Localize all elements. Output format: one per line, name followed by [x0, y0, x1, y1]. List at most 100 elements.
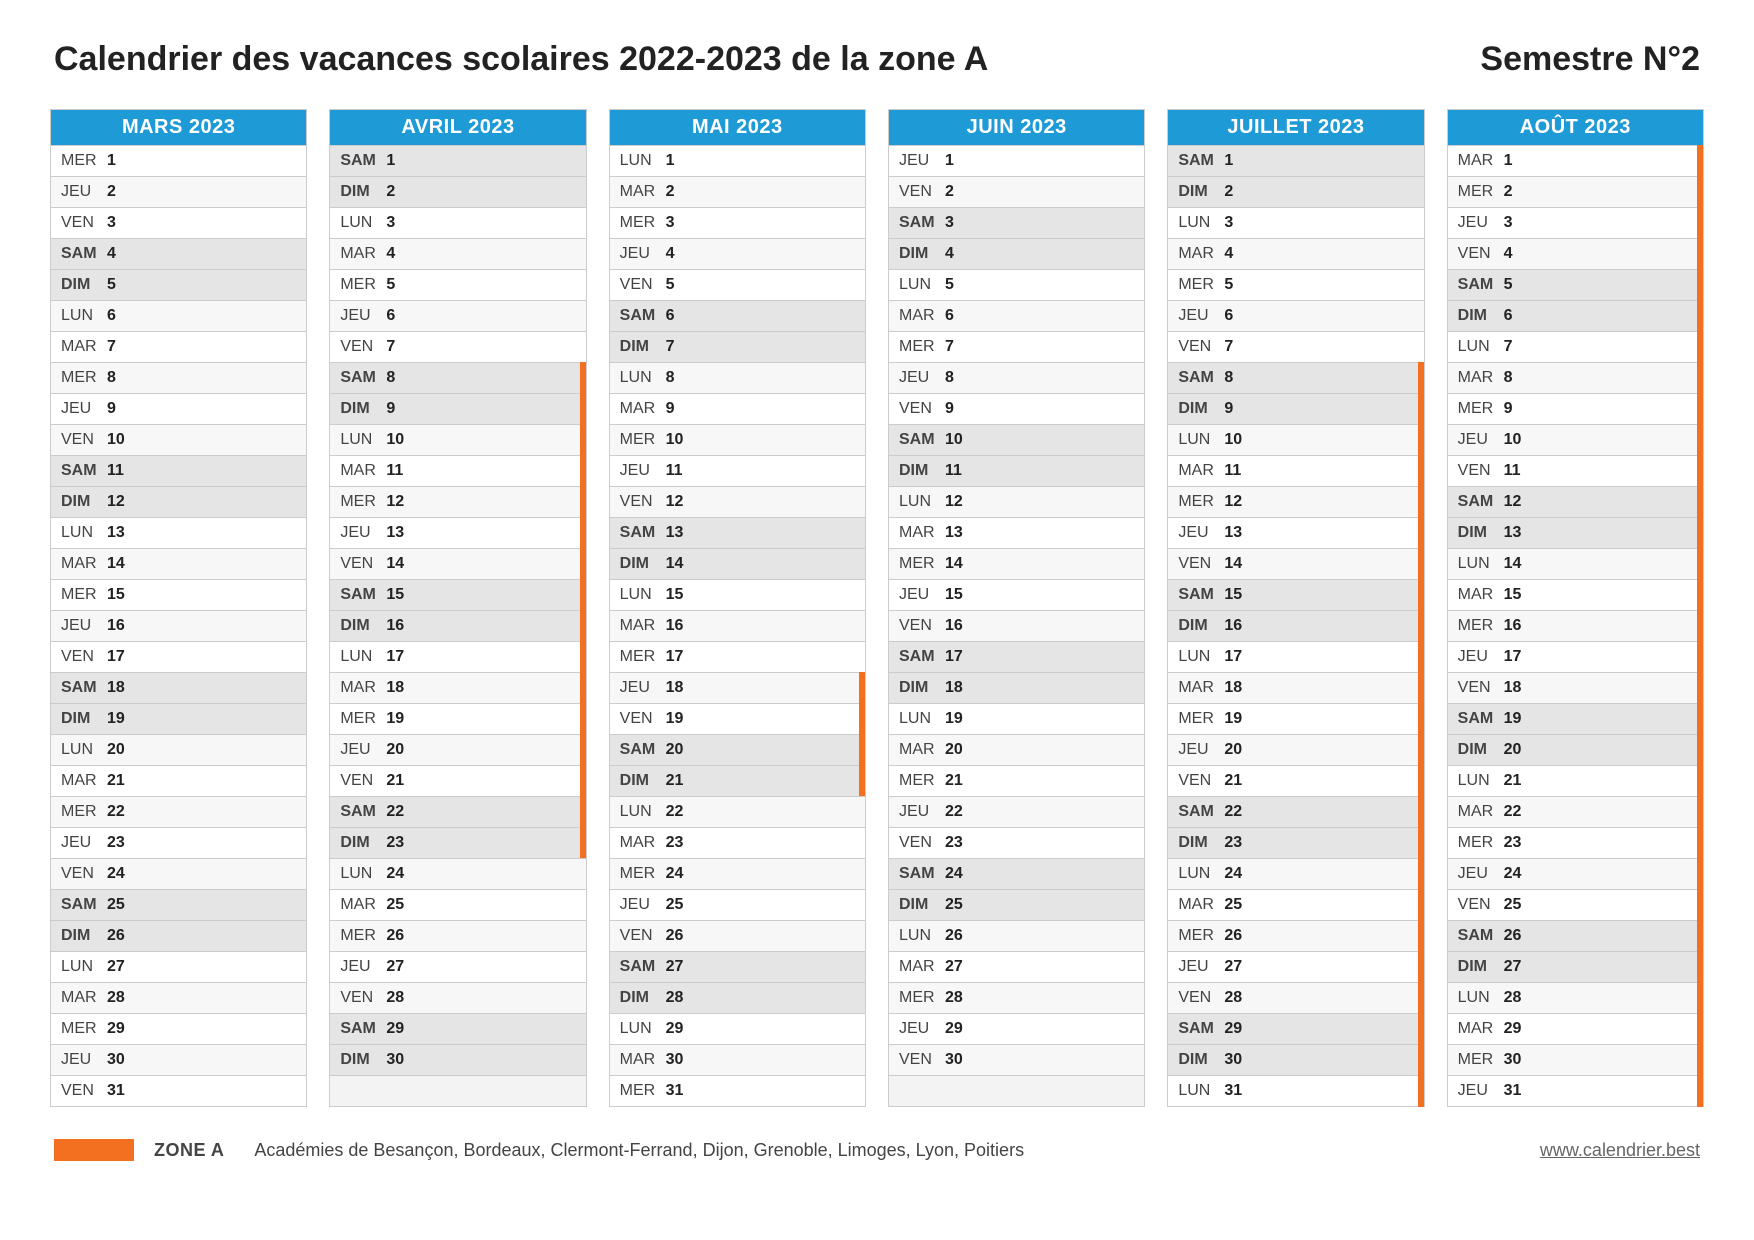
day-of-week: SAM	[340, 1020, 386, 1038]
day-row: VEN18	[1448, 672, 1703, 703]
day-of-week: DIM	[899, 896, 945, 914]
day-row: JEU25	[610, 889, 865, 920]
day-row: JEU31	[1448, 1075, 1703, 1106]
day-of-week: MER	[899, 555, 945, 573]
day-number: 16	[386, 617, 404, 635]
day-row: DIM13	[1448, 517, 1703, 548]
day-row: SAM19	[1448, 703, 1703, 734]
day-of-week: LUN	[1178, 431, 1224, 449]
day-number: 19	[666, 710, 684, 728]
day-number: 8	[666, 369, 675, 387]
holiday-marker	[1697, 858, 1703, 890]
holiday-marker	[1697, 951, 1703, 983]
day-of-week: VEN	[340, 338, 386, 356]
day-number: 27	[107, 958, 125, 976]
day-of-week: SAM	[1458, 710, 1504, 728]
day-row: LUN8	[610, 362, 865, 393]
day-number: 14	[666, 555, 684, 573]
day-row: MAR27	[889, 951, 1144, 982]
day-row: MAR2	[610, 176, 865, 207]
holiday-marker	[1697, 331, 1703, 363]
day-number: 30	[386, 1051, 404, 1069]
day-of-week: SAM	[1458, 927, 1504, 945]
holiday-marker	[1697, 796, 1703, 828]
day-of-week: DIM	[1178, 400, 1224, 418]
day-row: JEU30	[51, 1044, 306, 1075]
day-of-week: LUN	[61, 307, 107, 325]
day-row: LUN15	[610, 579, 865, 610]
day-number: 31	[666, 1082, 684, 1100]
day-row: JEU8	[889, 362, 1144, 393]
day-of-week: DIM	[1178, 617, 1224, 635]
day-number: 7	[945, 338, 954, 356]
day-number: 4	[1224, 245, 1233, 263]
holiday-marker	[580, 362, 586, 394]
day-of-week: DIM	[61, 493, 107, 511]
day-row: LUN10	[330, 424, 585, 455]
day-number: 3	[945, 214, 954, 232]
day-of-week: JEU	[61, 1051, 107, 1069]
day-number: 24	[1224, 865, 1242, 883]
holiday-marker	[580, 641, 586, 673]
day-of-week: JEU	[61, 834, 107, 852]
day-row: MAR23	[610, 827, 865, 858]
day-of-week: MAR	[1458, 369, 1504, 387]
day-row: MER29	[51, 1013, 306, 1044]
day-row: LUN3	[1168, 207, 1423, 238]
day-of-week: VEN	[1458, 462, 1504, 480]
day-row: DIM25	[889, 889, 1144, 920]
holiday-marker	[1697, 827, 1703, 859]
day-row: JEU6	[1168, 300, 1423, 331]
day-of-week: JEU	[899, 369, 945, 387]
day-of-week: JEU	[340, 741, 386, 759]
day-row: SAM13	[610, 517, 865, 548]
holiday-marker	[1418, 765, 1424, 797]
day-row: SAM5	[1448, 269, 1703, 300]
day-number: 10	[666, 431, 684, 449]
day-row: LUN22	[610, 796, 865, 827]
day-of-week: SAM	[1178, 1020, 1224, 1038]
zone-color-swatch	[54, 1139, 134, 1161]
site-link[interactable]: www.calendrier.best	[1540, 1140, 1700, 1161]
day-of-week: SAM	[620, 524, 666, 542]
holiday-marker	[1697, 300, 1703, 332]
day-of-week: MER	[620, 214, 666, 232]
day-number: 25	[666, 896, 684, 914]
page-header: Calendrier des vacances scolaires 2022-2…	[50, 40, 1704, 79]
day-of-week: MAR	[61, 555, 107, 573]
day-of-week: DIM	[1458, 958, 1504, 976]
day-of-week: LUN	[1458, 555, 1504, 573]
holiday-marker	[1697, 455, 1703, 487]
day-row: DIM14	[610, 548, 865, 579]
day-number: 5	[666, 276, 675, 294]
day-row: MAR6	[889, 300, 1144, 331]
day-row: LUN5	[889, 269, 1144, 300]
day-row: DIM9	[330, 393, 585, 424]
holiday-marker	[1697, 517, 1703, 549]
day-of-week: MER	[61, 1020, 107, 1038]
day-row: DIM4	[889, 238, 1144, 269]
day-of-week: SAM	[620, 741, 666, 759]
day-of-week: MER	[899, 772, 945, 790]
day-number: 21	[666, 772, 684, 790]
holiday-marker	[1418, 796, 1424, 828]
day-row: VEN28	[1168, 982, 1423, 1013]
holiday-marker	[1418, 455, 1424, 487]
day-number: 28	[945, 989, 963, 1007]
holiday-marker	[859, 765, 865, 797]
day-of-week: VEN	[340, 989, 386, 1007]
day-row: VEN12	[610, 486, 865, 517]
day-row: SAM27	[610, 951, 865, 982]
day-number: 3	[666, 214, 675, 232]
day-row: LUN28	[1448, 982, 1703, 1013]
day-row: VEN16	[889, 610, 1144, 641]
day-number: 27	[666, 958, 684, 976]
holiday-marker	[1418, 424, 1424, 456]
day-of-week: DIM	[61, 927, 107, 945]
holiday-marker	[1697, 982, 1703, 1014]
day-of-week: MER	[1458, 183, 1504, 201]
day-number: 20	[945, 741, 963, 759]
day-of-week: JEU	[1458, 214, 1504, 232]
day-of-week: DIM	[1178, 834, 1224, 852]
day-of-week: JEU	[1458, 1082, 1504, 1100]
